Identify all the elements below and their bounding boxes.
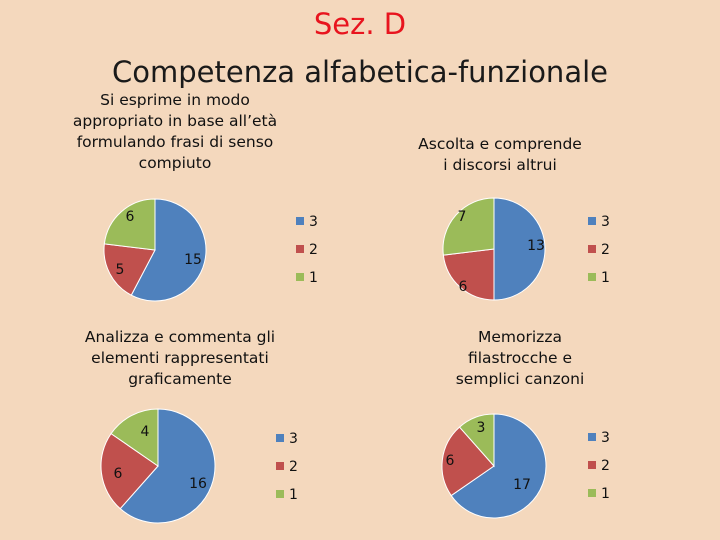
pie-2-label-1: 7 <box>458 209 467 225</box>
pie-1-legend-label-2: 2 <box>309 242 318 258</box>
pie-3-legend-swatch-3 <box>276 434 284 442</box>
pie-3-label-2: 6 <box>114 466 123 482</box>
slide-title-section: Sez. D <box>313 7 407 41</box>
pie-2-legend-label-2: 2 <box>601 242 610 258</box>
pie-1-legend-label-1: 1 <box>309 270 318 286</box>
pie-2-slice-1 <box>442 197 495 256</box>
pie-1-slice-1 <box>103 198 156 251</box>
pie-1-label-2: 5 <box>116 262 125 278</box>
pie-4-label-3: 17 <box>513 477 531 493</box>
pie-3-legend-label-2: 2 <box>289 459 298 475</box>
pie-3-slice-2 <box>100 432 159 510</box>
pie-3-label-1: 4 <box>141 424 150 440</box>
pie-4-slice-2 <box>441 426 495 497</box>
pie-1-slice-3 <box>130 198 207 302</box>
pie-2-label-2: 6 <box>459 279 468 295</box>
pie-2-slice-2 <box>442 248 495 301</box>
pie-4-legend-swatch-3 <box>588 433 596 441</box>
pie-3-legend-swatch-1 <box>276 490 284 498</box>
pie-1-label-1: 6 <box>126 209 135 225</box>
pie-2-label-3: 13 <box>527 238 545 254</box>
pie-4-slice-1 <box>458 413 495 468</box>
pie-1-legend-label-3: 3 <box>309 214 318 230</box>
pie-1-legend-swatch-1 <box>296 273 304 281</box>
pie-3-legend-label-1: 1 <box>289 487 298 503</box>
chart-title-4: Memorizza filastrocche e semplici canzon… <box>455 328 585 388</box>
pie-4-legend-swatch-1 <box>588 489 596 497</box>
pie-2-legend-swatch-2 <box>588 245 596 253</box>
pie-4-label-2: 6 <box>446 453 455 469</box>
chart-title-2: Ascolta e comprende i discorsi altrui <box>418 135 582 174</box>
pie-3-slice-1 <box>110 408 159 467</box>
chart-title-1: Si esprime in modo appropriato in base a… <box>72 91 278 172</box>
pie-2-legend-label-1: 1 <box>601 270 610 286</box>
pie-3-legend-swatch-2 <box>276 462 284 470</box>
pie-2-legend-swatch-1 <box>588 273 596 281</box>
pie-2-legend-swatch-3 <box>588 217 596 225</box>
pie-3-slice-3 <box>119 408 216 524</box>
pie-4-legend-label-2: 2 <box>601 458 610 474</box>
pie-4-legend-label-1: 1 <box>601 486 610 502</box>
pie-1-slice-2 <box>103 243 156 296</box>
pie-4-legend-swatch-2 <box>588 461 596 469</box>
slide-title: Competenza alfabetica-funzionale <box>111 55 608 89</box>
pie-3-label-3: 16 <box>189 476 207 492</box>
pie-1-label-3: 15 <box>184 252 202 268</box>
pie-1-legend-swatch-2 <box>296 245 304 253</box>
pie-1-legend-swatch-3 <box>296 217 304 225</box>
pie-4-legend-label-3: 3 <box>601 430 610 446</box>
pie-2-legend-label-3: 3 <box>601 214 610 230</box>
pie-3-legend-label-3: 3 <box>289 431 298 447</box>
pie-4-label-1: 3 <box>477 420 486 436</box>
pie-2-slice-3 <box>493 197 546 301</box>
chart-title-3: Analizza e commenta gli elementi rappres… <box>84 328 276 388</box>
pie-4-slice-3 <box>450 413 547 519</box>
